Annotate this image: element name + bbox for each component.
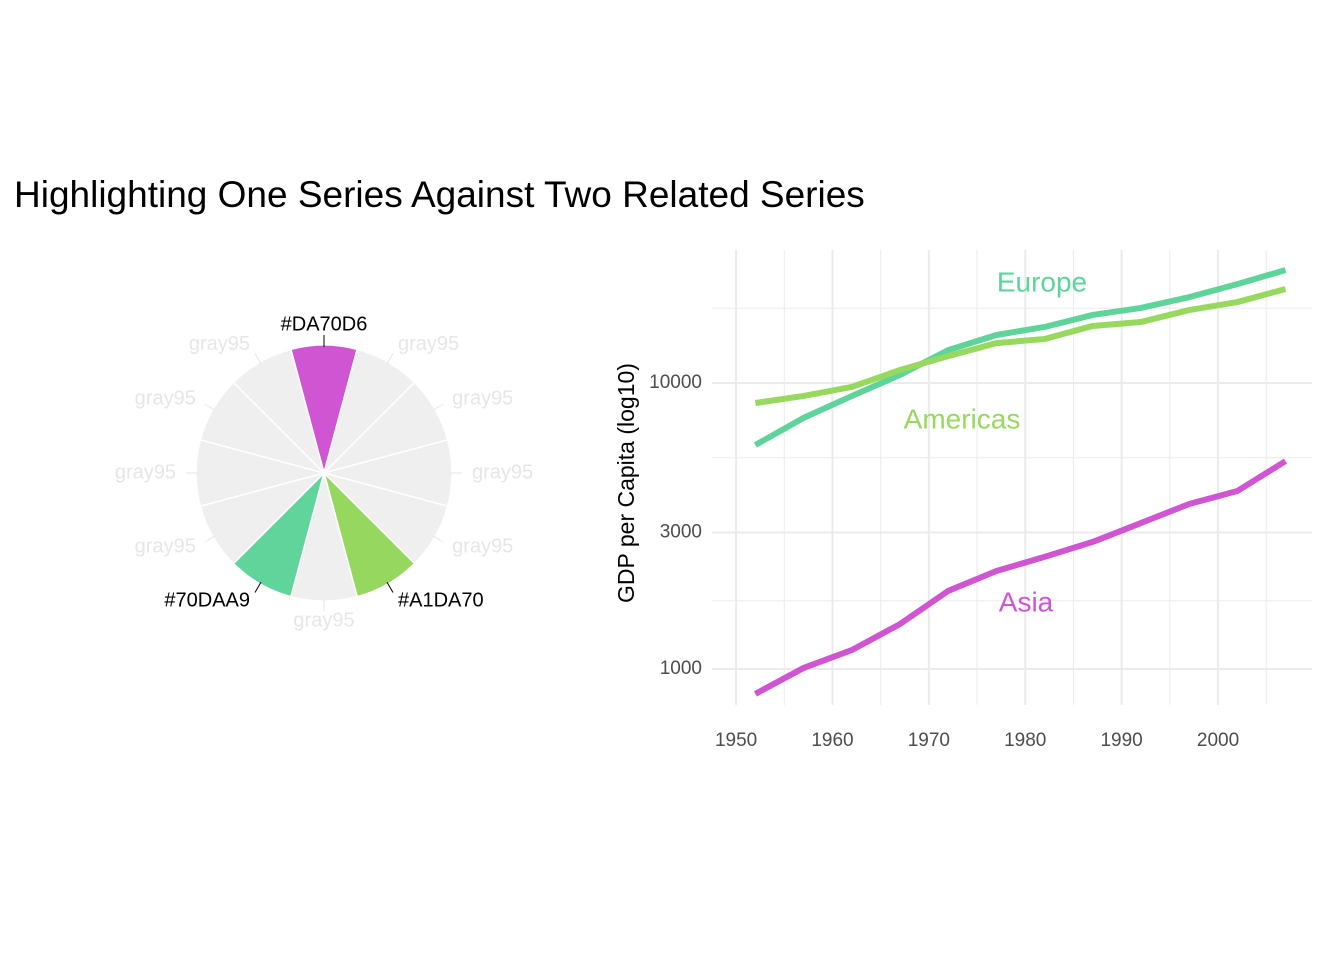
label-leader xyxy=(254,581,262,593)
x-tick-label: 1980 xyxy=(1004,730,1046,751)
x-tick-label: 1970 xyxy=(908,730,950,751)
y-axis-title: GDP per Capita (log10) xyxy=(613,363,639,603)
y-tick-label: 10000 xyxy=(649,372,702,393)
series-label: Americas xyxy=(904,403,1021,434)
pie-label: gray95 xyxy=(472,461,533,483)
label-leader xyxy=(432,403,444,411)
x-tick-label: 1960 xyxy=(811,730,853,751)
series-label: Europe xyxy=(997,266,1087,297)
x-tick-label: 1990 xyxy=(1100,730,1142,751)
pie-label: gray95 xyxy=(189,333,250,355)
pie-label: gray95 xyxy=(135,387,196,409)
label-leader xyxy=(204,403,216,411)
y-tick-label: 3000 xyxy=(660,522,702,543)
y-tick-label: 1000 xyxy=(660,658,702,679)
label-leader xyxy=(386,581,394,593)
pie-label: gray95 xyxy=(452,535,513,557)
pie-label: gray95 xyxy=(293,609,354,631)
series-line xyxy=(753,267,1287,448)
label-leader xyxy=(386,353,394,365)
label-leader xyxy=(204,535,216,543)
label-leader xyxy=(254,353,262,365)
series-label: Asia xyxy=(999,586,1054,617)
pie-label: gray95 xyxy=(115,461,176,483)
x-tick-label: 1950 xyxy=(715,730,757,751)
series-line xyxy=(754,286,1287,406)
pie-label: #70DAA9 xyxy=(164,589,250,611)
label-leader xyxy=(432,535,444,543)
pie-label: #A1DA70 xyxy=(398,589,484,611)
x-tick-label: 2000 xyxy=(1197,730,1239,751)
pie-label: #DA70D6 xyxy=(281,313,368,335)
series-line xyxy=(753,458,1288,697)
pie-label: gray95 xyxy=(452,387,513,409)
pie-label: gray95 xyxy=(135,535,196,557)
pie-label: gray95 xyxy=(398,333,459,355)
chart-title: Highlighting One Series Against Two Rela… xyxy=(14,174,865,215)
